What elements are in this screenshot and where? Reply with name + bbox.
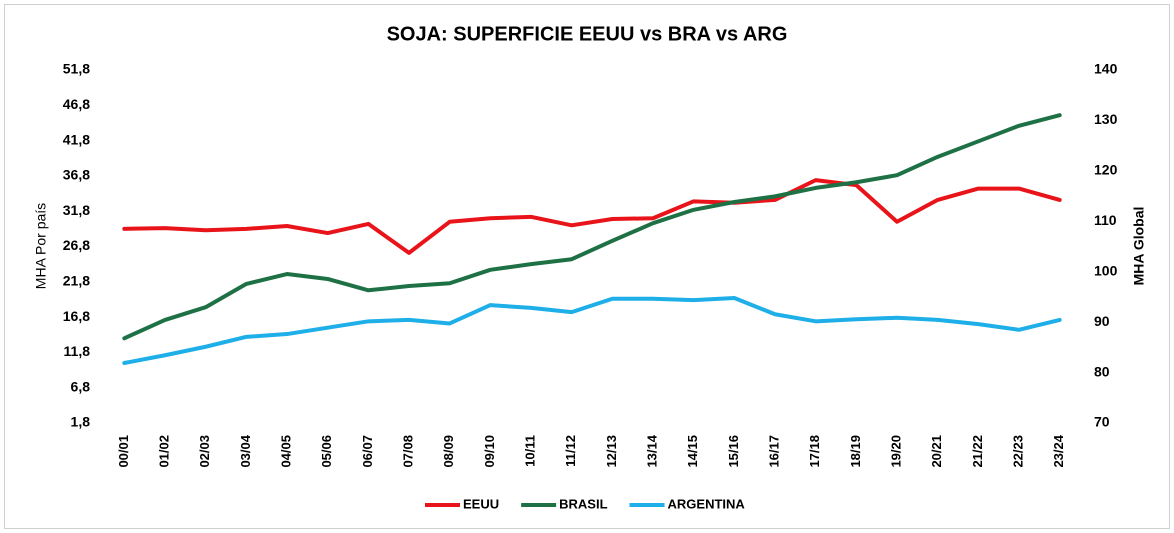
chart-border xyxy=(4,4,1170,529)
y-tick-label: 31,8 xyxy=(63,202,90,218)
y-tick-label: 16,8 xyxy=(63,308,90,324)
y-tick-label: 21,8 xyxy=(63,273,90,289)
x-tick-label: 12/13 xyxy=(604,435,619,468)
y-tick-label: 6,8 xyxy=(71,378,91,394)
x-tick-label: 04/05 xyxy=(278,435,293,468)
x-tick-label: 11/12 xyxy=(563,435,578,467)
x-tick-label: 09/10 xyxy=(482,435,497,468)
x-tick-label: 10/11 xyxy=(522,435,537,467)
x-tick-label: 15/16 xyxy=(726,435,741,468)
series-line xyxy=(122,296,1062,365)
x-tick-label: 07/08 xyxy=(400,435,415,468)
y2-tick-label: 130 xyxy=(1094,111,1118,127)
x-tick-label: 06/07 xyxy=(360,435,375,468)
y-tick-label: 46,8 xyxy=(63,96,90,112)
x-tick-label: 23/24 xyxy=(1051,434,1066,467)
x-tick-label: 19/20 xyxy=(888,435,903,468)
series-line xyxy=(122,113,1062,341)
x-tick-label: 14/15 xyxy=(685,435,700,468)
chart-title: SOJA: SUPERFICIE EEUU vs BRA vs ARG xyxy=(387,23,788,45)
y-tick-label: 26,8 xyxy=(63,237,90,253)
y2-tick-label: 90 xyxy=(1094,313,1110,329)
y-tick-label: 36,8 xyxy=(63,167,90,183)
y2-tick-label: 140 xyxy=(1094,61,1118,77)
y2-tick-label: 70 xyxy=(1094,414,1110,430)
x-tick-label: 17/18 xyxy=(807,435,822,468)
series-line xyxy=(122,178,1062,255)
x-tick-label: 20/21 xyxy=(929,435,944,468)
y-tick-label: 51,8 xyxy=(63,61,90,77)
y-tick-label: 11,8 xyxy=(64,343,91,359)
x-tick-label: 05/06 xyxy=(319,435,334,468)
x-tick-label: 08/09 xyxy=(441,435,456,468)
x-tick-label: 02/03 xyxy=(197,435,212,468)
x-tick-label: 03/04 xyxy=(238,434,253,467)
y-tick-label: 1,8 xyxy=(71,414,91,430)
x-tick-label: 22/23 xyxy=(1010,435,1025,468)
y2-tick-label: 110 xyxy=(1094,212,1117,228)
legend-label: EEUU xyxy=(463,496,499,511)
y2-tick-label: 120 xyxy=(1094,162,1118,178)
y2-axis-title: MHA Global xyxy=(1131,207,1147,286)
x-tick-label: 18/19 xyxy=(848,435,863,468)
x-tick-label: 13/14 xyxy=(644,434,659,467)
y-axis-title: MHA Por país xyxy=(33,203,49,289)
y2-tick-label: 100 xyxy=(1094,262,1118,278)
x-tick-label: 01/02 xyxy=(156,435,171,468)
x-tick-label: 16/17 xyxy=(766,435,781,468)
y2-tick-label: 80 xyxy=(1094,363,1110,379)
legend-label: ARGENTINA xyxy=(668,496,746,511)
y-tick-label: 41,8 xyxy=(63,131,90,147)
x-tick-label: 21/22 xyxy=(970,435,985,468)
x-tick-label: 00/01 xyxy=(116,435,131,468)
legend-label: BRASIL xyxy=(559,496,607,511)
